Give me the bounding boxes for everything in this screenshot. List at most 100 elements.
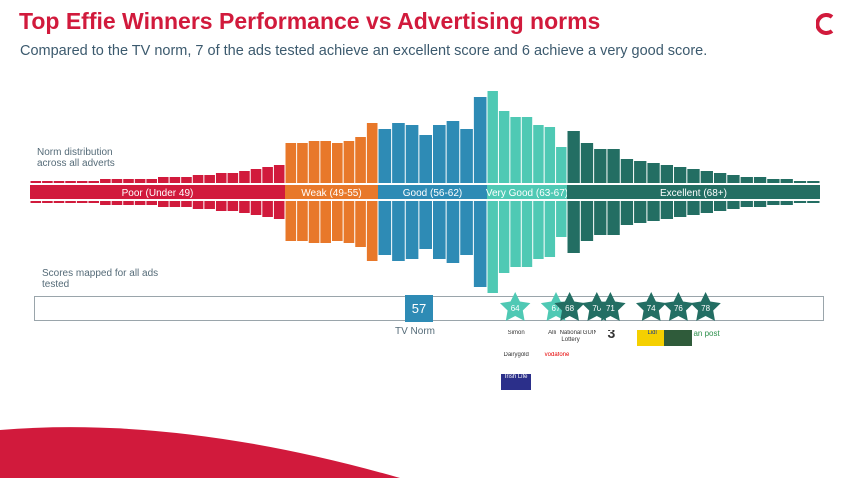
distribution-bar [433, 125, 446, 183]
distribution-bar [544, 127, 556, 183]
distribution-bar [446, 201, 460, 263]
score-star [636, 292, 667, 321]
distribution-bar [544, 201, 556, 257]
distribution-bar [123, 201, 134, 205]
distribution-bar [405, 201, 419, 259]
distribution-bar [594, 201, 607, 235]
score-star [595, 292, 626, 321]
distribution-bar [378, 129, 392, 183]
brand-logo: Simon [501, 330, 532, 346]
score-label: 76 [674, 304, 683, 313]
distribution-bar [134, 179, 146, 183]
distribution-bar [674, 201, 687, 217]
distribution-bar [204, 175, 215, 183]
distribution-bar [65, 181, 76, 183]
distribution-bar [446, 121, 460, 183]
score-label: 68 [565, 304, 574, 313]
distribution-bar [753, 177, 767, 183]
score-label: 78 [701, 304, 710, 313]
distribution-bar [405, 125, 419, 183]
distribution-bar [498, 201, 510, 273]
band-strip [378, 185, 487, 199]
distribution-bar [460, 129, 473, 183]
distribution-bar [487, 201, 498, 293]
score-label: 70 [592, 304, 601, 313]
score-star [500, 292, 531, 321]
distribution-bar [239, 171, 250, 183]
distribution-bar [521, 201, 533, 267]
distribution-bar [580, 201, 594, 241]
brand-logo: Irish Life [501, 374, 532, 390]
brand-logo: 3 [596, 330, 627, 346]
distribution-bar [285, 201, 297, 241]
distribution-bar [647, 163, 660, 183]
distribution-bar [111, 179, 123, 183]
distribution-bar [308, 201, 320, 243]
distribution-bar [433, 201, 446, 259]
distribution-bar [273, 165, 285, 183]
distribution-bar [594, 149, 607, 183]
distribution-bar [727, 175, 740, 183]
band-label: Very Good (63-67) [486, 188, 568, 199]
distribution-bar [146, 201, 157, 205]
scores-mapped-label: Scores mapped for all ads tested [42, 268, 159, 290]
tv-norm-label: TV Norm [395, 326, 435, 337]
norm-distribution-label: Norm distribution across all adverts [37, 147, 115, 169]
distribution-bar [533, 201, 544, 259]
distribution-bar [793, 201, 807, 203]
distribution-bar [660, 201, 674, 219]
distribution-bar [88, 201, 100, 203]
distribution-bar [767, 179, 780, 183]
distribution-bar [634, 201, 647, 223]
distribution-bar [460, 201, 473, 255]
distribution-bar [419, 135, 432, 183]
distribution-bar [660, 165, 674, 183]
distribution-bar [227, 201, 239, 211]
distribution-bar [215, 173, 227, 183]
distribution-bar [42, 201, 53, 203]
distribution-bar [767, 201, 780, 205]
distribution-bar [567, 131, 580, 183]
distribution-bar [158, 177, 169, 183]
distribution-bar [366, 123, 378, 183]
brand-logo: Dairygold [501, 352, 532, 368]
band-strip [487, 185, 567, 199]
distribution-bar [620, 201, 634, 225]
tv-norm-score: 57 [405, 295, 433, 322]
distribution-bar [793, 181, 807, 183]
distribution-bar [378, 201, 392, 255]
distribution-bar [620, 159, 634, 183]
distribution-bar [30, 201, 42, 203]
distribution-bar [567, 201, 580, 253]
distribution-bar [42, 181, 53, 183]
distribution-bar [262, 167, 273, 183]
distribution-bar [392, 123, 405, 183]
distribution-bar [510, 201, 521, 267]
page-title: Top Effie Winners Performance vs Adverti… [19, 8, 601, 34]
distribution-bar [239, 201, 250, 213]
distribution-bar [285, 143, 297, 183]
band-strip [285, 185, 378, 199]
score-label: 64 [511, 304, 520, 313]
brand-logo: National Lottery [555, 330, 586, 346]
distribution-bar [807, 181, 820, 183]
distribution-bar [297, 201, 308, 241]
brand-logo [664, 330, 695, 346]
band-label: Poor (Under 49) [122, 188, 194, 199]
distribution-bar [111, 201, 123, 205]
distribution-bar [53, 181, 65, 183]
distribution-bar [146, 179, 157, 183]
distribution-bar [215, 201, 227, 211]
distribution-bar [634, 161, 647, 183]
distribution-bar [76, 201, 88, 203]
distribution-bar [607, 201, 620, 235]
distribution-bar [487, 91, 498, 183]
distribution-bar [343, 141, 355, 183]
score-label: 67 [552, 304, 561, 313]
distribution-bar [674, 167, 687, 183]
distribution-bar [510, 117, 521, 183]
distribution-bar [392, 201, 405, 261]
